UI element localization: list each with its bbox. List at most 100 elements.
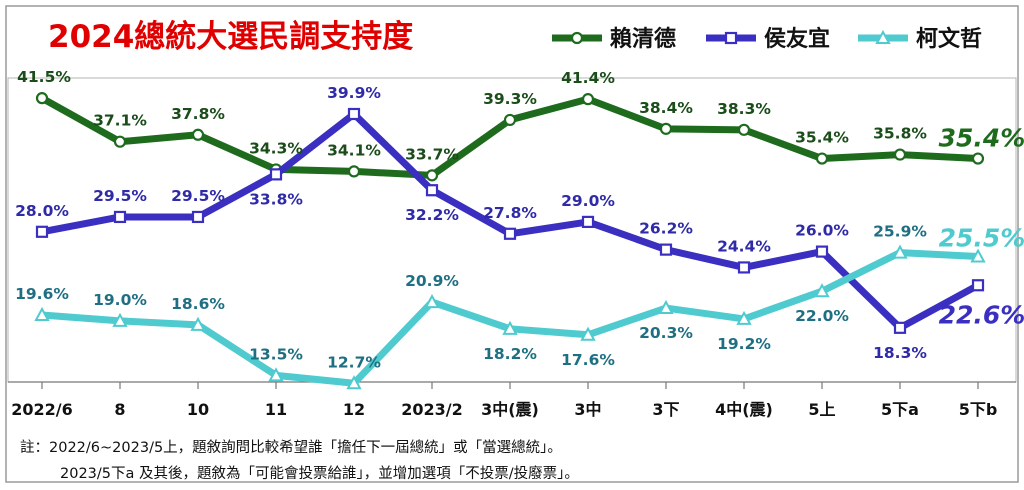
series-0-label-12: 35.4% [939,124,1024,153]
series-1-label-10: 26.0% [795,222,849,240]
series-2-label-3: 13.5% [249,345,303,363]
series-1-label-2: 29.5% [171,187,225,205]
series-1-point-8 [659,243,673,256]
series-2-label-11: 25.9% [873,223,927,241]
series-0-point-6 [503,113,517,127]
series-2 [34,244,986,390]
x-tick-label-10: 5上 [808,400,835,419]
x-tick-label-2: 10 [187,400,209,419]
series-2-label-2: 18.6% [171,295,225,313]
series-2-label-8: 20.3% [639,324,693,342]
series-0-label-9: 38.3% [717,100,771,118]
series-1-point-10 [815,245,829,258]
series-1-label-1: 29.5% [93,187,147,205]
series-2-point-3 [268,367,284,382]
series-1-label-8: 26.2% [639,220,693,238]
footnote-1: 註：2022/6~2023/5上，題敘詢問比較希望誰「擔任下一屆總統」或「當選總… [20,438,562,456]
legend-label-1: 侯友宜 [764,26,830,52]
series-0-point-1 [113,135,127,148]
legend-item-0: 賴清德 [552,26,676,52]
series-0 [35,92,985,182]
series-1-point-5 [425,184,439,197]
series-1-point-12 [971,279,985,292]
series-1-point-4 [347,107,361,121]
x-tick-label-11: 5下a [881,400,919,419]
series-2-label-1: 19.0% [93,291,147,309]
series-1-label-7: 29.0% [561,192,615,210]
series-2-point-5 [424,294,440,309]
series-1-label-9: 24.4% [717,237,771,255]
series-2-label-6: 18.2% [483,345,537,363]
series-1-label-4: 39.9% [327,84,381,102]
series-2-point-10 [814,283,830,298]
series-2-label-12: 25.5% [939,224,1024,253]
series-1-point-11 [893,321,907,334]
x-tick-label-4: 12 [343,400,365,419]
series-1-label-6: 27.8% [483,204,537,222]
series-2-point-9 [736,310,752,325]
series-0-label-6: 39.3% [483,90,537,108]
series-2-point-2 [190,316,206,331]
series-1-label-5: 32.2% [405,206,459,224]
series-1-label-0: 28.0% [15,202,69,220]
series-1-label-3: 33.8% [249,190,303,208]
series-0-label-10: 35.4% [795,129,849,147]
x-tick-label-8: 3下 [652,400,679,419]
chart-title: 2024總統大選民調支持度 [48,19,413,55]
legend-swatch-marker-2 [875,29,891,44]
series-2-label-7: 17.6% [561,351,615,369]
series-2-point-4 [346,375,362,390]
x-tick-label-9: 4中(震) [715,400,773,419]
x-tick-label-5: 2023/2 [401,400,463,419]
series-1-point-1 [113,210,127,224]
series-0-point-0 [35,92,49,105]
series-2-label-10: 22.0% [795,307,849,325]
series-1 [35,107,985,334]
series-1-point-7 [581,215,595,228]
series-1-point-9 [737,261,751,274]
x-tick-label-0: 2022/6 [11,400,73,419]
legend-item-1: 侯友宜 [706,26,830,52]
x-tick-label-12: 5下b [959,400,998,419]
legend-item-2: 柯文哲 [858,26,982,52]
series-0-point-10 [815,152,829,165]
x-tick-label-6: 3中(震) [481,400,539,419]
series-0-label-11: 35.8% [873,125,927,143]
series-0-point-4 [347,165,361,178]
legend: 賴清德 侯友宜 柯文哲 [552,26,982,52]
x-tick-label-3: 11 [265,400,287,419]
series-1-point-3 [269,168,283,181]
series-2-point-1 [112,312,128,327]
series-1-point-0 [35,225,49,238]
series-0-label-7: 41.4% [561,69,615,87]
series-0-label-4: 34.1% [327,141,381,159]
footnote-2: 2023/5下a 及其後，題敘為「可能會投票給誰」，並增加選項「不投票/投廢票」… [60,464,579,482]
x-tick-label-1: 8 [114,400,125,419]
series-1-point-6 [503,227,517,240]
series-2-label-4: 12.7% [327,353,381,371]
series-2-label-5: 20.9% [405,272,459,290]
series-2-point-0 [34,306,50,321]
legend-swatch-marker-0 [570,31,584,45]
series-0-point-8 [659,122,673,135]
chart-frame [5,5,1019,483]
series-2-point-12 [970,248,986,263]
series-0-point-2 [191,128,205,141]
series-2-point-6 [502,320,518,335]
series-0-point-9 [737,123,751,136]
legend-label-0: 賴清德 [610,26,676,52]
series-0-label-0: 41.5% [17,68,71,86]
series-0-label-1: 37.1% [93,112,147,130]
series-0-point-12 [971,152,985,165]
series-1-label-11: 18.3% [873,344,927,362]
series-group [34,92,986,390]
series-0-label-2: 37.8% [171,105,225,123]
series-0-point-11 [893,148,907,161]
series-0-label-8: 38.4% [639,99,693,117]
series-1-point-2 [191,210,205,224]
series-0-point-7 [581,93,595,106]
series-0-point-5 [425,169,439,182]
data-labels: 41.5% 37.1% 37.8% 34.3% 34.1% 33.7% 39.3% 41.4%… [15,68,1024,371]
